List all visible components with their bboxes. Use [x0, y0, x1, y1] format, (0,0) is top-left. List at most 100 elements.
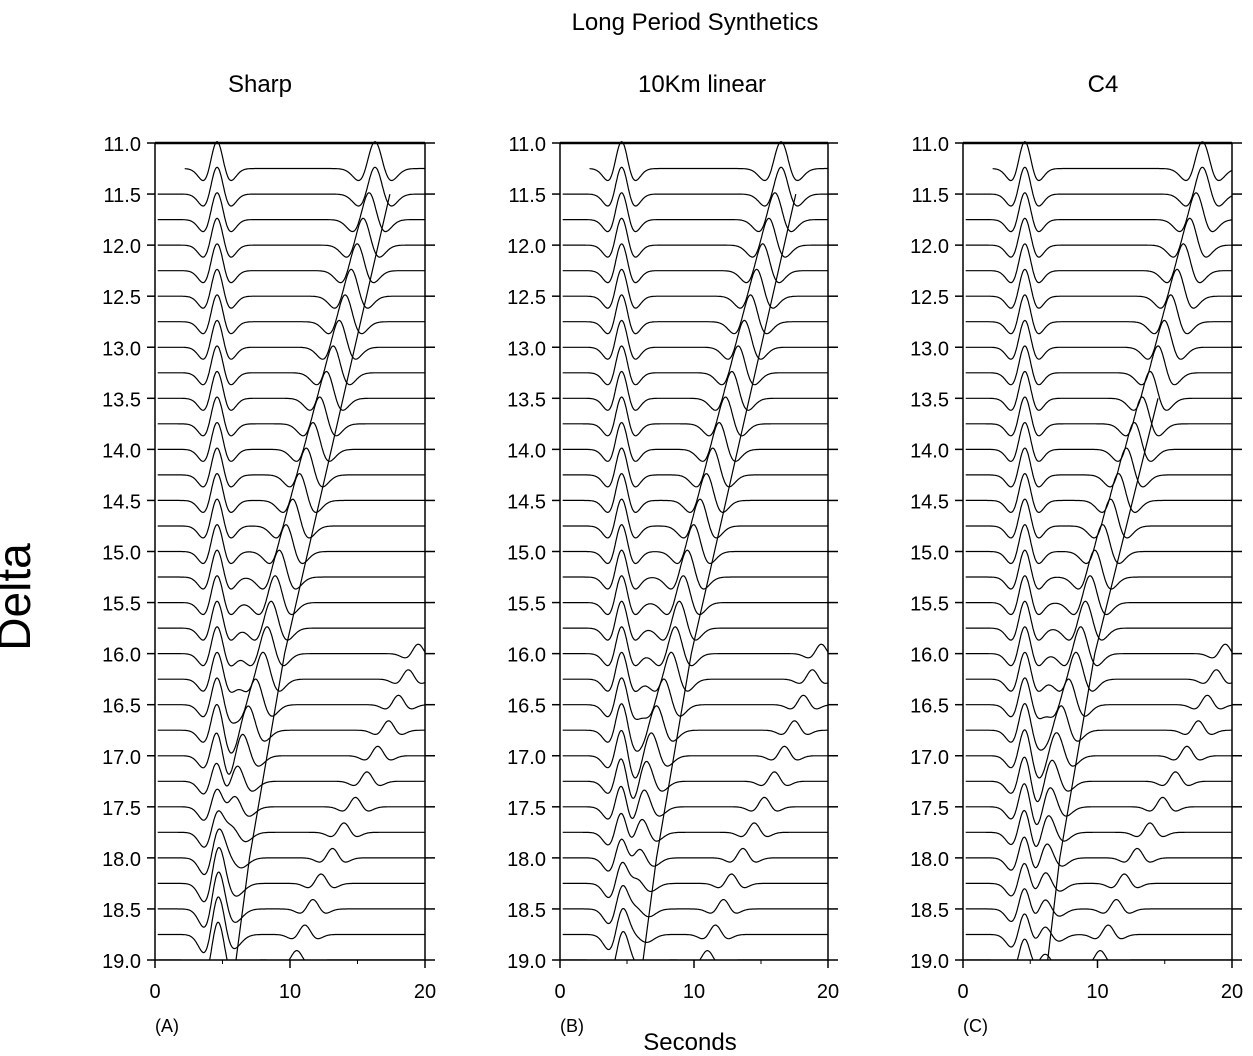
y-tick-label: 18.0 — [910, 849, 949, 871]
trace-line — [157, 921, 425, 960]
trace-line — [589, 141, 828, 182]
trace-line — [562, 600, 828, 641]
trace-line — [157, 846, 425, 903]
trace-line — [965, 319, 1232, 360]
trace-line — [965, 524, 1232, 565]
trace-line — [157, 319, 425, 360]
y-tick-label: 13.5 — [102, 389, 141, 411]
trace-line — [562, 447, 828, 488]
y-tick-label: 13.5 — [910, 389, 949, 411]
trace-line — [965, 575, 1232, 616]
trace-line — [965, 862, 1232, 897]
trace-line — [157, 294, 425, 335]
figure-title: Long Period Synthetics — [572, 9, 819, 36]
trace-line — [562, 498, 828, 539]
y-tick-label: 19.0 — [102, 951, 141, 973]
trace-line — [562, 651, 828, 692]
y-tick-label: 15.5 — [910, 594, 949, 616]
y-tick-label: 19.0 — [910, 951, 949, 973]
trace-line — [157, 396, 425, 437]
y-tick-label: 12.0 — [507, 236, 546, 258]
trace-line — [562, 294, 828, 335]
trace-line — [965, 345, 1232, 386]
x-tick-label: 20 — [817, 981, 839, 1003]
x-tick-label: 10 — [683, 981, 705, 1003]
y-tick-label: 17.5 — [507, 798, 546, 820]
trace-line — [157, 268, 425, 309]
traces — [965, 141, 1232, 960]
y-tick-label: 17.0 — [102, 747, 141, 769]
y-tick-label: 11.5 — [104, 185, 141, 207]
y-tick-label: 17.0 — [507, 747, 546, 769]
trace-line — [562, 217, 828, 258]
trace-line — [562, 884, 828, 925]
trace-line — [965, 472, 1232, 514]
trace-line — [157, 370, 425, 411]
trace-line — [157, 575, 425, 616]
trace-line — [965, 549, 1232, 590]
trace-line — [157, 192, 425, 233]
trace-line — [965, 938, 1232, 960]
trace-line — [992, 141, 1232, 182]
trace-line — [157, 762, 425, 795]
y-tick-label: 12.0 — [910, 236, 949, 258]
subplot-title: Sharp — [228, 71, 292, 98]
trace-line — [562, 758, 828, 799]
trace-line — [562, 472, 828, 514]
traces — [562, 141, 828, 960]
x-tick-label: 0 — [554, 981, 565, 1003]
trace-line — [562, 930, 828, 960]
trace-line — [157, 447, 425, 488]
panel-label: (B) — [560, 1016, 584, 1036]
trace-line — [965, 268, 1232, 309]
trace-line — [562, 166, 828, 207]
y-tick-label: 11.0 — [509, 134, 546, 156]
subplot-title: C4 — [1088, 71, 1119, 98]
y-tick-label: 15.0 — [507, 543, 546, 565]
trace-line — [562, 677, 828, 720]
y-tick-label: 14.5 — [102, 491, 141, 513]
trace-line — [157, 217, 425, 258]
y-tick-label: 18.0 — [102, 849, 141, 871]
trace-line — [965, 702, 1232, 751]
trace-line — [157, 498, 425, 539]
trace-line — [965, 166, 1232, 207]
trace-line — [157, 677, 425, 724]
trace-line — [157, 472, 425, 514]
y-tick-label: 13.0 — [507, 338, 546, 360]
y-tick-label: 14.0 — [910, 440, 949, 462]
envelope-line — [235, 193, 391, 960]
y-tick-label: 16.0 — [102, 645, 141, 667]
y-tick-label: 12.0 — [102, 236, 141, 258]
trace-line — [965, 294, 1232, 335]
x-tick-label: 0 — [957, 981, 968, 1003]
trace-line — [157, 243, 425, 284]
trace-line — [157, 626, 425, 667]
trace-line — [965, 600, 1232, 641]
y-tick-label: 15.5 — [102, 594, 141, 616]
y-tick-label: 14.0 — [507, 440, 546, 462]
y-tick-label: 18.5 — [507, 900, 546, 922]
panel-a: Sharp 11.0 11.5 12.0 12.5 13.0 13.5 14.0 14.5 15.… — [102, 71, 436, 1036]
y-tick-label: 18.5 — [910, 900, 949, 922]
y-tick-label: 11.5 — [912, 185, 949, 207]
trace-line — [157, 600, 425, 641]
y-tick-label: 18.0 — [507, 849, 546, 871]
trace-line — [157, 871, 425, 928]
y-tick-label: 16.0 — [910, 645, 949, 667]
traces — [157, 141, 425, 960]
panel-label: (A) — [155, 1016, 179, 1036]
panel-label: (C) — [963, 1016, 988, 1036]
y-tick-label: 16.5 — [507, 696, 546, 718]
trace-line — [965, 626, 1232, 667]
y-tick-label: 13.5 — [507, 389, 546, 411]
trace-line — [562, 549, 828, 590]
y-tick-label: 14.5 — [507, 491, 546, 513]
envelope-line — [1047, 398, 1159, 960]
y-tick-label: 16.0 — [507, 645, 546, 667]
trace-line — [965, 756, 1232, 803]
y-tick-label: 17.5 — [910, 798, 949, 820]
trace-line — [562, 575, 828, 616]
y-tick-label: 12.5 — [910, 287, 949, 309]
trace-line — [562, 396, 828, 437]
